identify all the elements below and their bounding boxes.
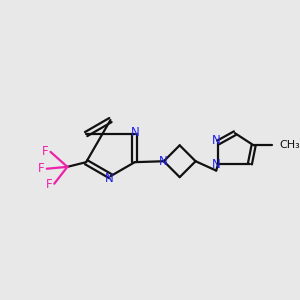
- Text: N: N: [158, 155, 167, 168]
- Text: CH₃: CH₃: [280, 140, 300, 150]
- Text: F: F: [46, 178, 53, 191]
- Text: N: N: [212, 158, 220, 172]
- Text: N: N: [105, 172, 114, 184]
- Text: N: N: [131, 126, 140, 139]
- Text: F: F: [42, 146, 48, 158]
- Text: F: F: [38, 162, 44, 175]
- Text: N: N: [212, 134, 220, 147]
